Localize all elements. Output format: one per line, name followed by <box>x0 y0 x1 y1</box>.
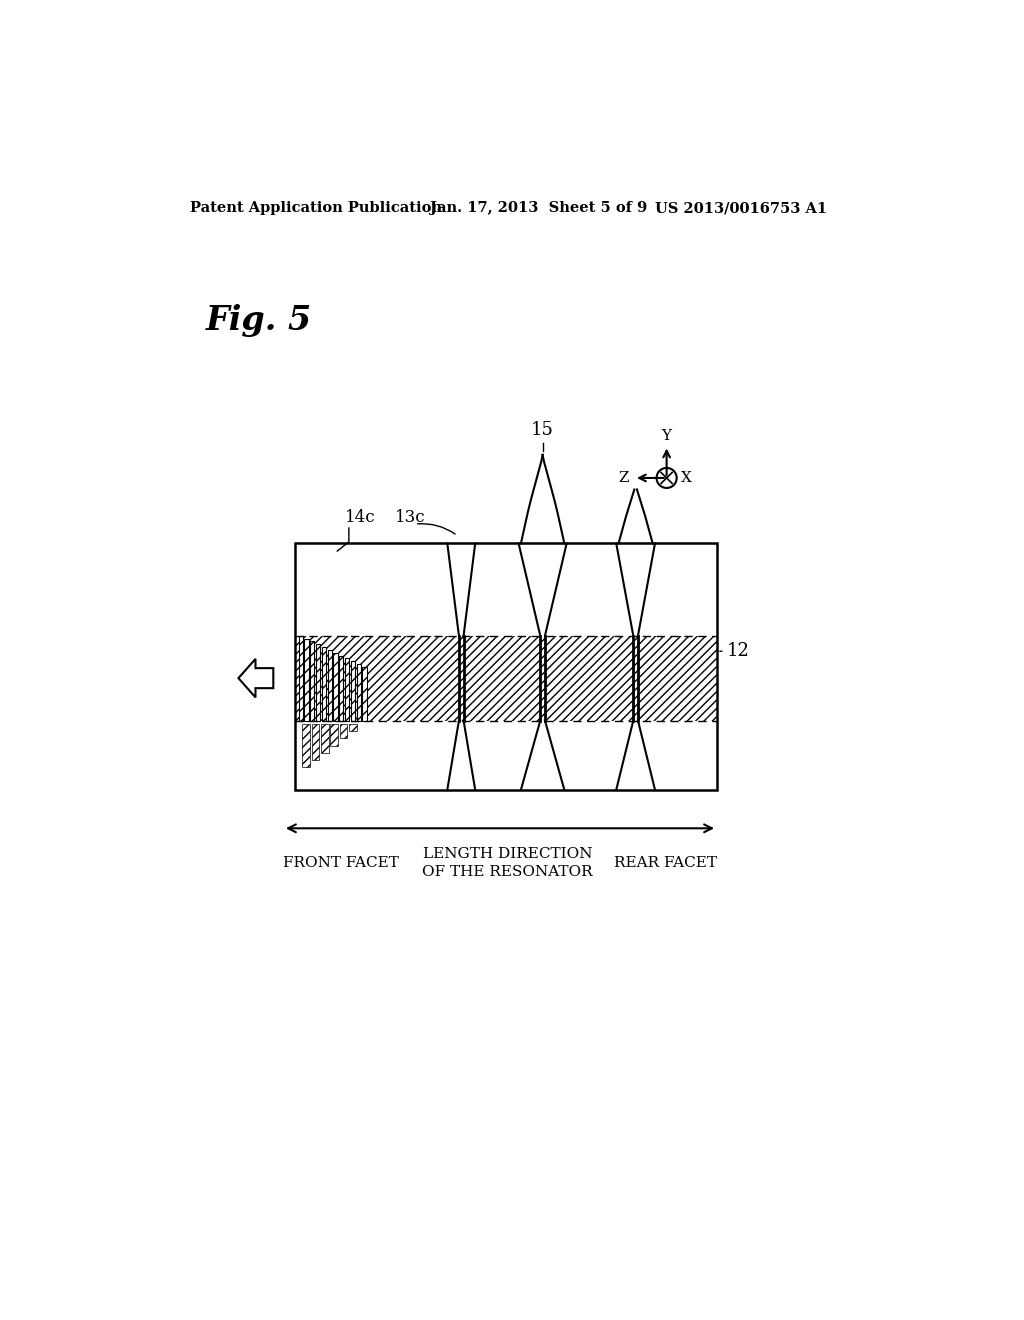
Bar <box>340 725 347 738</box>
Bar <box>304 639 308 721</box>
Bar <box>299 636 303 721</box>
Text: 14c: 14c <box>345 510 376 527</box>
Bar <box>311 725 319 759</box>
Bar <box>328 649 332 721</box>
Bar <box>345 659 349 721</box>
Bar <box>331 725 338 746</box>
Text: Fig. 5: Fig. 5 <box>206 304 311 337</box>
Bar <box>295 544 717 789</box>
Text: Z: Z <box>618 471 630 484</box>
Text: FRONT FACET: FRONT FACET <box>283 855 399 870</box>
Text: Y: Y <box>662 429 672 442</box>
Text: US 2013/0016753 A1: US 2013/0016753 A1 <box>655 202 827 215</box>
Bar <box>351 661 355 721</box>
Text: 12: 12 <box>726 643 750 660</box>
Bar <box>310 642 314 721</box>
Bar <box>356 664 360 721</box>
Text: LENGTH DIRECTION
OF THE RESONATOR: LENGTH DIRECTION OF THE RESONATOR <box>423 846 593 879</box>
Polygon shape <box>239 659 273 697</box>
Text: REAR FACET: REAR FACET <box>614 855 717 870</box>
Text: Jan. 17, 2013  Sheet 5 of 9: Jan. 17, 2013 Sheet 5 of 9 <box>430 202 647 215</box>
Text: 15: 15 <box>531 421 554 440</box>
Bar <box>339 656 343 721</box>
Text: X: X <box>681 471 692 484</box>
Bar <box>321 725 329 752</box>
Bar <box>295 544 717 789</box>
Bar <box>322 647 326 721</box>
Bar <box>362 667 367 721</box>
Bar <box>334 653 338 721</box>
Bar <box>349 725 356 731</box>
Bar <box>295 636 717 721</box>
Bar <box>316 644 321 721</box>
Text: Patent Application Publication: Patent Application Publication <box>190 202 442 215</box>
Bar <box>302 725 310 767</box>
Text: 13c: 13c <box>395 510 426 527</box>
